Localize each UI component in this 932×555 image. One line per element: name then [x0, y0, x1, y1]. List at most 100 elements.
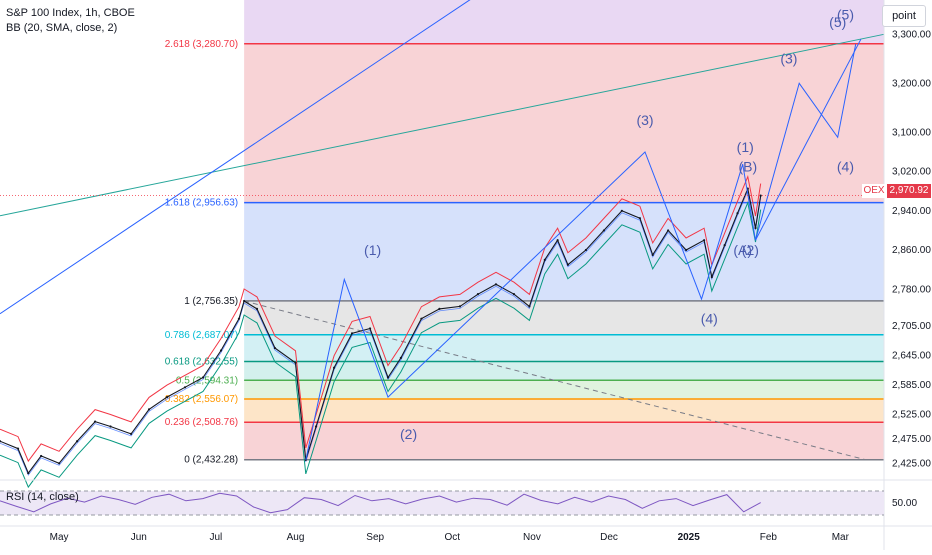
price-point [638, 217, 641, 220]
price-point [58, 462, 61, 465]
price-point [0, 440, 2, 443]
wave-label: (4) [701, 311, 718, 327]
x-tick-label: Feb [760, 532, 778, 543]
rsi-series [0, 492, 761, 514]
fib-zone [244, 300, 884, 335]
y-tick-label: 2,585.00 [892, 380, 931, 391]
price-point [759, 194, 762, 197]
bb-lower-series [0, 200, 762, 489]
price-point [710, 275, 713, 279]
wave-label: (4) [837, 159, 854, 175]
trend-line [0, 0, 471, 315]
price-point [129, 432, 133, 435]
last-price-tag: 2,970.92 [887, 184, 931, 198]
wave-label: (5) [837, 7, 854, 23]
fib-zone [244, 0, 884, 44]
x-tick-label: Oct [444, 532, 460, 543]
price-point [27, 471, 30, 475]
trend-line [244, 300, 867, 461]
price-point [528, 305, 531, 308]
price-point [399, 356, 402, 359]
y-tick-label: 3,200.00 [892, 78, 931, 89]
price-point [494, 283, 498, 286]
y-tick-label: 3,020.00 [892, 167, 931, 178]
fib-zone [244, 202, 884, 301]
y-tick-label: 3,100.00 [892, 127, 931, 138]
price-point [420, 317, 423, 320]
x-tick-label: Jul [209, 532, 222, 543]
fib-level-label: 0.5 (2,594.31) [176, 375, 238, 386]
x-tick-label: Jun [131, 532, 147, 543]
fib-zone [244, 399, 884, 423]
bb-basis-series [0, 189, 762, 476]
price-point [723, 244, 726, 247]
fib-zone [244, 422, 884, 460]
y-tick-label: 2,425.00 [892, 458, 931, 469]
wave-label: (3) [636, 112, 653, 128]
x-tick-label: Nov [523, 532, 541, 543]
price-point [93, 420, 97, 423]
fib-level-label: 0 (2,432.28) [184, 455, 238, 466]
price-point [255, 307, 259, 310]
x-tick-label: 2025 [678, 532, 701, 543]
price-point [368, 327, 372, 330]
scale-mode-button[interactable]: point [882, 5, 926, 27]
wave-label: (5) [829, 14, 846, 30]
y-tick-label: 2,525.00 [892, 409, 931, 420]
y-tick-label: 2,645.00 [892, 350, 931, 361]
y-tick-label: 2,780.00 [892, 284, 931, 295]
price-point [556, 239, 559, 242]
chart-header: S&P 100 Index, 1h, CBOE BB (20, SMA, clo… [6, 6, 135, 36]
price-point [243, 299, 246, 303]
y-tick-label: 2,705.00 [892, 321, 931, 332]
fib-level-label: 1.618 (2,956.63) [165, 198, 238, 209]
price-series [0, 186, 762, 475]
price-point [237, 317, 241, 320]
x-tick-label: Sep [366, 532, 384, 543]
x-tick-label: May [50, 532, 69, 543]
x-tick-label: Mar [832, 532, 850, 543]
fib-level-label: 1 (2,756.35) [184, 296, 238, 307]
price-point [476, 293, 480, 296]
price-point [350, 332, 354, 335]
fib-level-label: 2.618 (3,280.70) [165, 39, 238, 50]
wave-label: (3) [780, 51, 797, 67]
price-point [201, 376, 205, 379]
y-tick-label: 3,300.00 [892, 29, 931, 40]
rsi-label: RSI (14, close) [6, 491, 79, 503]
wave-label: (2) [742, 242, 759, 258]
price-point [620, 209, 623, 212]
wave-label: (1) [737, 139, 754, 155]
price-point [543, 258, 546, 261]
chart-title: S&P 100 Index, 1h, CBOE [6, 7, 135, 19]
price-point [40, 454, 43, 458]
wave-label: (A) [733, 242, 752, 258]
fib-zone [244, 380, 884, 400]
price-axis-bg [884, 0, 932, 550]
y-tick-label: 2,940.00 [892, 206, 931, 217]
price-point [294, 361, 297, 364]
price-point [458, 305, 462, 308]
price-point [314, 425, 318, 428]
wave-label: (1) [364, 242, 381, 258]
price-point [147, 408, 151, 411]
rsi-y-tick-label: 50.00 [892, 498, 917, 509]
indicator-label: BB (20, SMA, close, 2) [6, 22, 118, 34]
fib-zone [244, 334, 884, 362]
trend-line [0, 33, 885, 217]
price-point [438, 307, 441, 310]
price-point [703, 239, 706, 242]
price-point [651, 253, 654, 257]
wave-label: (2) [400, 426, 417, 442]
price-point [16, 447, 20, 450]
price-point [667, 229, 670, 232]
price-point [219, 349, 223, 352]
rsi-band [0, 491, 884, 515]
fib-level-label: 0.382 (2,556.07) [165, 394, 238, 405]
price-point [165, 396, 169, 399]
x-tick-label: Dec [600, 532, 618, 543]
price-point [183, 386, 187, 389]
y-tick-label: 2,475.00 [892, 434, 931, 445]
